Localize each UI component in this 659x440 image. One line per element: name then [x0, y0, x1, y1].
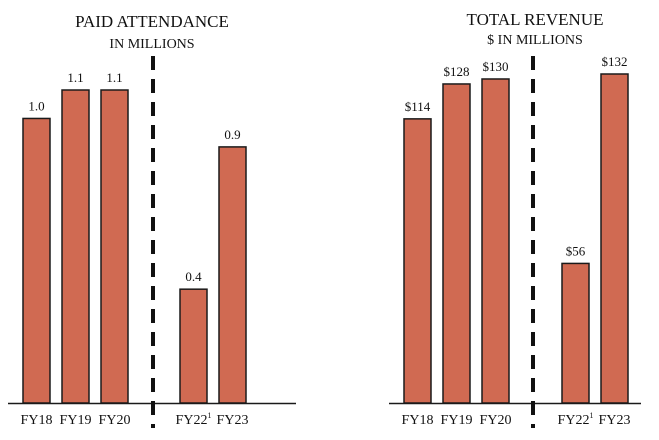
bar-fy22 — [179, 288, 208, 404]
data-labels: 1.0 1.1 1.1 0.4 0.9 — [28, 70, 240, 284]
x-tick-fy23: FY23 — [599, 413, 631, 428]
data-label-fy20: 1.1 — [106, 70, 122, 85]
bars — [403, 73, 629, 404]
data-labels: $114 $128 $130 $56 $132 — [405, 54, 628, 258]
chart-subtitle: $ IN MILLIONS — [487, 33, 583, 48]
x-tick-fy18: FY18 — [402, 413, 434, 428]
bar-fy18 — [403, 118, 432, 404]
data-label-fy18: 1.0 — [28, 98, 44, 113]
data-label-fy23: 0.9 — [224, 127, 240, 142]
bars — [22, 89, 247, 404]
bar-fy23 — [600, 73, 629, 404]
x-tick-fy18: FY18 — [21, 413, 53, 428]
x-tick-fy22: FY221 — [176, 411, 212, 428]
bar-fy20 — [481, 78, 510, 404]
data-label-fy19: 1.1 — [67, 70, 83, 85]
bar-fy19 — [442, 83, 471, 404]
chart-title: TOTAL REVENUE — [467, 10, 604, 29]
data-label-fy22: $56 — [566, 243, 586, 258]
bar-fy20 — [100, 89, 129, 404]
data-label-fy18: $114 — [405, 99, 431, 114]
data-label-fy22: 0.4 — [185, 269, 202, 284]
x-tick-fy20: FY20 — [480, 413, 512, 428]
x-tick-fy23: FY23 — [217, 413, 249, 428]
x-tick-fy19: FY19 — [441, 413, 473, 428]
bar-fy22 — [561, 262, 590, 404]
footnote-marker: 1 — [589, 411, 593, 420]
bar-fy18 — [22, 117, 51, 404]
chart-title: PAID ATTENDANCE — [75, 12, 229, 31]
data-label-fy19: $128 — [444, 64, 470, 79]
chart-total-revenue: TOTAL REVENUE $ IN MILLIONS $114 $128 $130… — [402, 10, 631, 428]
chart-subtitle: IN MILLIONS — [109, 37, 194, 52]
x-tick-labels: FY18 FY19 FY20 FY221 FY23 — [21, 411, 249, 428]
x-tick-fy22: FY221 — [558, 411, 594, 428]
chart-paid-attendance: PAID ATTENDANCE IN MILLIONS 1.0 1.1 1.1 0.4… — [21, 12, 249, 428]
footnote-marker: 1 — [207, 411, 211, 420]
bar-fy23 — [218, 146, 247, 404]
data-label-fy20: $130 — [483, 59, 509, 74]
bar-fy19 — [61, 89, 90, 404]
data-label-fy23: $132 — [602, 54, 628, 69]
x-tick-labels: FY18 FY19 FY20 FY221 FY23 — [402, 411, 631, 428]
x-tick-fy20: FY20 — [99, 413, 131, 428]
x-tick-fy19: FY19 — [60, 413, 92, 428]
